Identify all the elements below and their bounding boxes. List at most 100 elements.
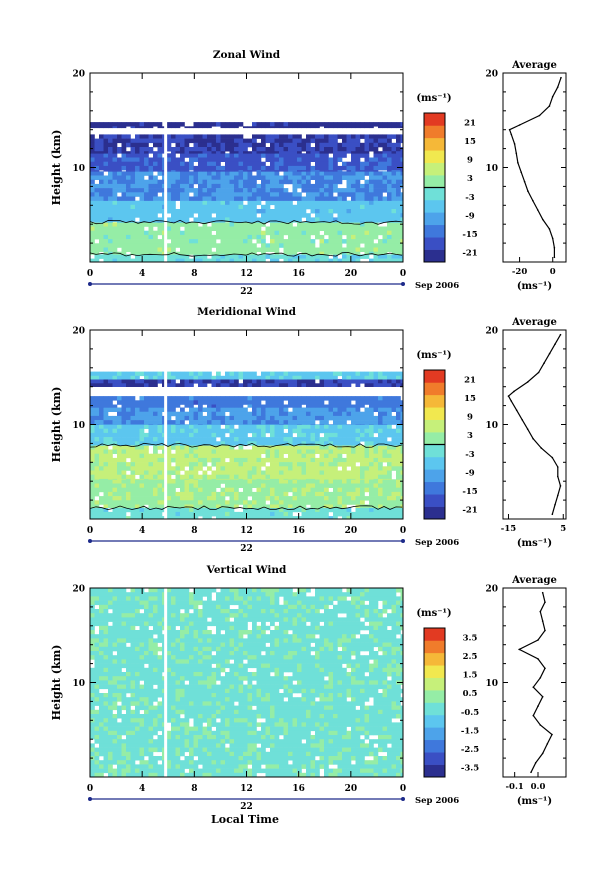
zonal-day-label: 22 — [240, 287, 253, 297]
zonal-colorbar-label: 9 — [467, 156, 473, 166]
zonal-average-line — [508, 77, 562, 258]
vertical-average-unit: (ms⁻¹) — [517, 796, 552, 807]
zonal-x-tick-label: 12 — [240, 269, 253, 279]
meridional-average-point — [559, 485, 562, 487]
vertical-colorbar-label: -1.5 — [461, 726, 479, 736]
vertical-average-frame — [502, 587, 567, 778]
zonal-colorbar-label: 15 — [464, 137, 476, 147]
zonal-x-tick-label: 0 — [400, 269, 406, 279]
zonal-data-gap — [164, 73, 168, 262]
zonal-colorbar-label: 3 — [467, 174, 473, 184]
vertical-colorbar-swatch — [424, 764, 445, 778]
meridional-average-point — [557, 494, 559, 497]
zonal-average-y-label: 20 — [485, 70, 498, 80]
meridional-zero-contour — [89, 442, 403, 448]
zonal-colorbar-swatch — [424, 175, 445, 188]
meridional-x-tick-label: 0 — [400, 526, 406, 536]
vertical-average-point — [537, 658, 539, 660]
zonal-colorbar-swatch — [424, 162, 445, 176]
zonal-colorbar-swatch — [424, 199, 445, 213]
zonal-x-tick-label: 16 — [292, 269, 305, 279]
vertical-average-point — [537, 639, 539, 641]
meridional-colorbar-swatch — [424, 382, 445, 396]
vertical-average-point — [541, 620, 544, 622]
meridional-average-line — [507, 334, 562, 515]
vertical-average-y-label: 10 — [485, 679, 498, 689]
zonal-x-tick-label: 8 — [191, 269, 197, 279]
vertical-x-tick-label: 0 — [400, 784, 406, 794]
meridional-colorbar-swatch — [424, 419, 445, 433]
zonal-average-unit: (ms⁻¹) — [517, 281, 552, 292]
vertical-average-title: Average — [511, 575, 557, 586]
zonal-zero-contour — [89, 251, 403, 257]
vertical-x-tick-label: 20 — [345, 784, 358, 794]
meridional-y-tick-label: 20 — [72, 327, 85, 337]
zonal-colorbar-swatch — [424, 237, 445, 250]
zonal-average-title: Average — [511, 60, 557, 71]
meridional-average-point — [526, 381, 529, 383]
vertical-data-gap — [164, 588, 168, 777]
zonal-date-label: Sep 2006 — [415, 281, 459, 291]
zonal-average-point — [517, 162, 519, 164]
vertical-colorbar-swatch — [424, 739, 445, 753]
meridional-colorbar-swatch — [424, 444, 445, 458]
meridional-y-tick-label: 10 — [72, 421, 85, 431]
zonal-colorbar-swatch — [424, 125, 445, 139]
meridional-x-tick-label: 16 — [292, 526, 305, 536]
vertical-ylabel: Height (km) — [50, 645, 63, 721]
meridional-colorbar-swatch — [424, 394, 445, 408]
zonal-colorbar-label: -3 — [465, 193, 475, 203]
meridional-x-tick-label: 20 — [345, 526, 358, 536]
vertical-average-point — [530, 771, 532, 774]
meridional-colorbar-label: 15 — [464, 394, 476, 404]
meridional-average-point — [510, 400, 512, 402]
meridional-colorbar-swatch — [424, 370, 445, 383]
vertical-colorbar-swatch — [424, 640, 445, 654]
meridional-average-x-label: -15 — [501, 524, 516, 534]
vertical-y-tick-label: 20 — [72, 585, 85, 595]
zonal-average-frame — [502, 72, 567, 263]
meridional-ylabel: Height (km) — [50, 387, 63, 463]
vertical-date-axis-marker — [401, 797, 405, 801]
vertical-average-point — [541, 752, 544, 755]
vertical-heatmap — [90, 588, 404, 778]
zonal-average-point — [520, 171, 522, 173]
meridional-zero-contour — [89, 505, 403, 511]
meridional-colorbar-label: 21 — [464, 375, 476, 385]
zonal-average-point — [527, 190, 529, 192]
vertical-title: Vertical Wind — [206, 564, 287, 576]
vertical-colorbar-swatch — [424, 652, 445, 666]
zonal-average-point — [551, 95, 554, 98]
meridional-x-tick-label: 4 — [139, 526, 145, 536]
zonal-date-axis-marker — [88, 282, 92, 286]
zonal-colorbar-swatch — [424, 113, 445, 126]
vertical-average-point — [537, 705, 539, 707]
meridional-date-label: Sep 2006 — [415, 538, 459, 548]
meridional-average-unit: (ms⁻¹) — [517, 538, 552, 549]
zonal-y-tick-label: 20 — [72, 70, 85, 80]
meridional-colorbar-swatch — [424, 469, 445, 483]
vertical-colorbar-swatch — [424, 665, 445, 678]
vertical-average-point — [539, 724, 542, 726]
meridional-colorbar-swatch — [424, 481, 445, 495]
zonal-average-point — [510, 133, 513, 136]
vertical-colorbar-swatch — [424, 752, 445, 765]
meridional-colorbar-label: -3 — [465, 450, 475, 460]
zonal-colorbar-label: -15 — [462, 230, 477, 240]
vertical-colorbar-swatch — [424, 727, 445, 741]
meridional-average-point — [557, 466, 559, 468]
meridional-average-point — [532, 437, 534, 440]
meridional-average-point — [513, 390, 515, 393]
vertical-colorbar-swatch — [424, 677, 445, 691]
vertical-average-point — [539, 677, 542, 679]
zonal-average-point — [513, 143, 516, 145]
vertical-average-point — [541, 591, 544, 594]
vertical-colorbar-swatch — [424, 714, 445, 728]
zonal-average-point — [548, 105, 551, 107]
vertical-x-tick-label: 16 — [292, 784, 305, 794]
vertical-x-tick-label: 8 — [191, 784, 197, 794]
vertical-colorbar-label: 2.5 — [463, 652, 478, 662]
meridional-average-point — [515, 409, 518, 412]
vertical-colorbar-label: -0.5 — [461, 708, 479, 718]
meridional-x-tick-label: 0 — [87, 526, 93, 536]
